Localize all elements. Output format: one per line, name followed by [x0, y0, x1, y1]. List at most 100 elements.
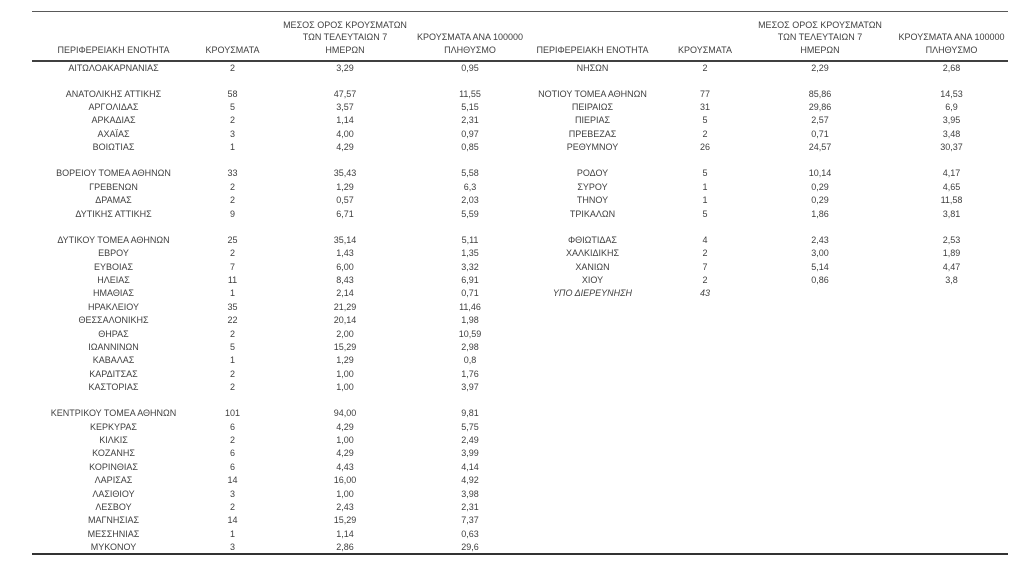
col-header-cases-label: ΚΡΟΥΣΜΑΤΑ	[678, 44, 732, 55]
table-row: ΠΕΙΡΑΙΩΣ 31 29,86 6,9	[520, 101, 1008, 114]
cell-per100k: 2,53	[942, 234, 961, 245]
cell-cases: 2	[229, 328, 235, 339]
cell-per100k: 2,68	[942, 62, 961, 73]
cell-per100k: 7,37	[461, 515, 479, 526]
cell-cases: 5	[702, 168, 708, 179]
cell-cases: 3	[229, 488, 235, 499]
cell-region: ΝΟΤΙΟΥ ΤΟΜΕΑ ΑΘΗΝΩΝ	[538, 88, 647, 99]
cell-cases: 33	[227, 168, 238, 179]
table-row: ΥΠΟ ΔΙΕΡΕΥΝΗΣΗ 43	[520, 287, 1008, 300]
cell-cases: 25	[227, 234, 238, 245]
table-row: ΝΟΤΙΟΥ ΤΟΜΕΑ ΑΘΗΝΩΝ 77 85,86 14,53	[520, 88, 1008, 101]
cell-per100k: 3,95	[942, 115, 961, 126]
table-row: ΑΝΑΤΟΛΙΚΗΣ ΑΤΤΙΚΗΣ 58 47,57 11,55	[32, 88, 520, 101]
cell-cases: 2	[229, 181, 235, 192]
cell-cases: 2	[702, 128, 708, 139]
cell-avg7: 4,29	[336, 448, 354, 459]
table-row: ΗΛΕΙΑΣ 11 8,43 6,91	[32, 274, 520, 287]
cell-cases: 7	[702, 261, 708, 272]
table-row: ΚΑΡΔΙΤΣΑΣ 2 1,00 1,76	[32, 368, 520, 381]
cell-per100k: 10,59	[458, 328, 482, 339]
cell-avg7: 2,43	[811, 234, 829, 245]
table-row: ΚΟΖΑΝΗΣ 6 4,29 3,99	[32, 447, 520, 460]
cell-per100k: 1,89	[942, 248, 961, 259]
cell-cases: 5	[229, 102, 235, 113]
cell-region: ΥΠΟ ΔΙΕΡΕΥΝΗΣΗ	[552, 288, 633, 299]
col-header-cases: ΚΡΟΥΣΜΑΤΑ	[665, 14, 745, 58]
col-header-avg7: ΜΕΣΟΣ ΟΡΟΣ ΚΡΟΥΣΜΑΤΩΝ ΤΩΝ ΤΕΛΕΥΤΑΙΩΝ 7 Η…	[283, 19, 407, 55]
cell-per100k: 0,85	[461, 142, 479, 153]
cell-avg7: 35,43	[333, 168, 357, 179]
cell-avg7: 4,43	[336, 461, 354, 472]
table-row: ΜΥΚΟΝΟΥ 3 2,86 29,6	[32, 541, 520, 554]
cell-region: ΒΟΡΕΙΟΥ ΤΟΜΕΑ ΑΘΗΝΩΝ	[56, 168, 171, 179]
col-header-region: ΠΕΡΙΦΕΡΕΙΑΚΗ ΕΝΟΤΗΤΑ	[520, 14, 665, 58]
cell-avg7: 0,29	[811, 181, 829, 192]
table-row: ΧΑΛΚΙΔΙΚΗΣ 2 3,00 1,89	[520, 247, 1008, 260]
cell-region: ΚΙΛΚΙΣ	[99, 435, 128, 446]
cell-avg7: 2,57	[811, 115, 829, 126]
cell-region: ΑΡΚΑΔΙΑΣ	[91, 115, 136, 126]
cell-region: ΚΟΖΑΝΗΣ	[92, 448, 135, 459]
cell-region: ΕΥΒΟΙΑΣ	[93, 261, 134, 272]
table-row: ΝΗΣΩΝ 2 2,29 2,68	[520, 62, 1008, 75]
table-row: ΠΡΕΒΕΖΑΣ 2 0,71 3,48	[520, 128, 1008, 141]
cell-avg7: 1,14	[336, 115, 354, 126]
table-row: ΗΜΑΘΙΑΣ 1 2,14 0,71	[32, 287, 520, 300]
cell-region: ΜΕΣΣΗΝΙΑΣ	[87, 528, 140, 539]
table-right-header: ΠΕΡΙΦΕΡΕΙΑΚΗ ΕΝΟΤΗΤΑ ΚΡΟΥΣΜΑΤΑ ΜΕΣΟΣ ΟΡΟ…	[520, 14, 1008, 58]
table-row: ΘΕΣΣΑΛΟΝΙΚΗΣ 22 20,14 1,98	[32, 314, 520, 327]
cell-region: ΒΟΙΩΤΙΑΣ	[92, 142, 135, 153]
cell-cases: 3	[229, 542, 235, 553]
top-rule	[32, 11, 1008, 12]
cell-cases: 5	[702, 115, 708, 126]
table-row: ΔΡΑΜΑΣ 2 0,57 2,03	[32, 194, 520, 207]
cell-avg7: 4,00	[336, 128, 354, 139]
table-row: ΤΡΙΚΑΛΩΝ 5 1,86 3,81	[520, 208, 1008, 221]
cell-per100k: 5,58	[461, 168, 479, 179]
cell-cases: 2	[702, 62, 708, 73]
cell-avg7: 35,14	[333, 234, 357, 245]
cell-per100k: 1,98	[461, 315, 479, 326]
group-separator	[32, 155, 520, 168]
table-row: ΕΒΡΟΥ 2 1,43 1,35	[32, 247, 520, 260]
cell-per100k: 3,48	[942, 128, 961, 139]
cell-per100k: 30,37	[940, 142, 963, 153]
cell-avg7: 5,14	[811, 261, 829, 272]
cell-per100k: 4,14	[461, 461, 479, 472]
cell-avg7: 3,29	[336, 62, 354, 73]
cell-cases: 2	[229, 248, 235, 259]
cell-per100k: 29,6	[461, 542, 479, 553]
cell-cases: 77	[699, 88, 710, 99]
cell-region: ΗΡΑΚΛΕΙΟΥ	[87, 301, 140, 312]
cell-region: ΑΙΤΩΛΟΑΚΑΡΝΑΝΙΑΣ	[68, 62, 159, 73]
col-header-region: ΠΕΡΙΦΕΡΕΙΑΚΗ ΕΝΟΤΗΤΑ	[32, 14, 195, 58]
cell-region: ΧΙΟΥ	[581, 274, 604, 285]
group-separator	[520, 221, 1008, 234]
cell-per100k: 6,3	[463, 181, 477, 192]
cell-region: ΑΡΓΟΛΙΔΑΣ	[88, 102, 139, 113]
cell-region: ΤΗΝΟΥ	[576, 195, 609, 206]
cell-cases: 22	[227, 315, 238, 326]
cell-per100k: 0,8	[463, 355, 477, 366]
cell-region: ΦΘΙΩΤΙΔΑΣ	[568, 234, 617, 245]
table-row: ΔΥΤΙΚΟΥ ΤΟΜΕΑ ΑΘΗΝΩΝ 25 35,14 5,11	[32, 234, 520, 247]
cell-cases: 43	[699, 288, 710, 299]
cell-region: ΛΑΣΙΘΙΟΥ	[92, 488, 135, 499]
cell-region: ΔΥΤΙΚΗΣ ΑΤΤΙΚΗΣ	[75, 208, 152, 219]
cell-cases: 1	[229, 288, 235, 299]
cell-cases: 1	[702, 195, 708, 206]
cell-region: ΚΑΡΔΙΤΣΑΣ	[89, 368, 138, 379]
cell-per100k: 5,75	[461, 421, 479, 432]
cell-cases: 101	[224, 408, 241, 419]
cell-region: ΡΕΘΥΜΝΟΥ	[566, 142, 619, 153]
group-separator	[520, 75, 1008, 88]
cell-avg7: 1,00	[336, 368, 354, 379]
cell-avg7: 10,14	[808, 168, 832, 179]
cell-per100k: 4,92	[461, 475, 479, 486]
table-row: ΙΩΑΝΝΙΝΩΝ 5 15,29 2,98	[32, 341, 520, 354]
cell-per100k: 3,32	[461, 261, 479, 272]
cell-per100k: 2,98	[461, 341, 479, 352]
table-row: ΛΑΣΙΘΙΟΥ 3 1,00 3,98	[32, 488, 520, 501]
